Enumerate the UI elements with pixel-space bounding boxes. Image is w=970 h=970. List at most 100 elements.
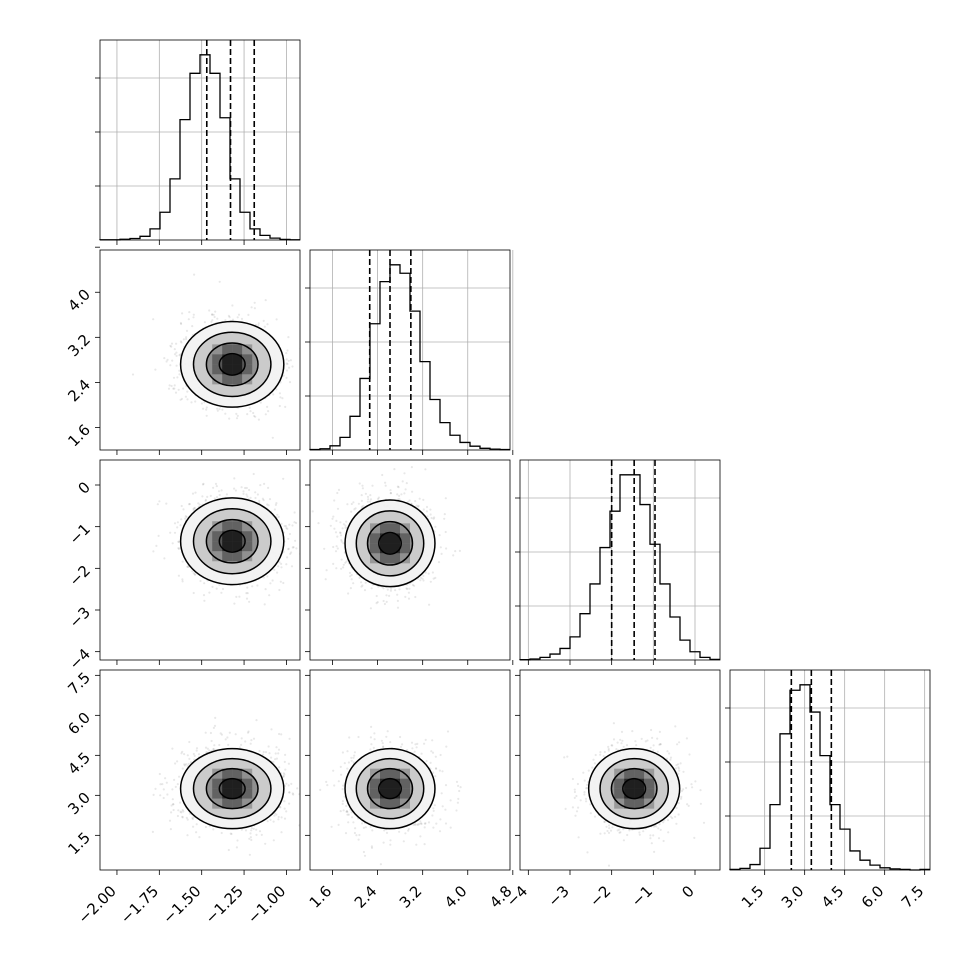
scatter-point <box>240 737 243 740</box>
scatter-point <box>194 491 197 494</box>
scatter-point <box>305 392 307 394</box>
scatter-point <box>431 571 434 574</box>
scatter-point <box>254 491 257 494</box>
scatter-point <box>285 358 288 361</box>
density-cell <box>222 374 233 385</box>
scatter-point <box>249 410 252 413</box>
scatter-point <box>163 557 166 560</box>
scatter-point <box>221 408 224 411</box>
scatter-point <box>278 732 281 736</box>
scatter-point <box>262 499 265 502</box>
scatter-point <box>369 500 372 503</box>
scatter-panel-1-2 <box>305 459 514 665</box>
scatter-point <box>389 489 392 492</box>
scatter-point <box>181 815 184 818</box>
scatter-point <box>249 496 252 499</box>
scatter-point <box>214 310 217 313</box>
scatter-point <box>178 354 181 357</box>
scatter-point <box>235 417 239 420</box>
scatter-point <box>286 349 289 352</box>
scatter-point <box>398 588 401 591</box>
histogram-panel-2 <box>515 459 721 665</box>
scatter-point <box>336 547 339 550</box>
scatter-point <box>211 585 214 589</box>
scatter-point <box>294 539 297 542</box>
scatter-point <box>179 524 182 527</box>
contour-line <box>378 531 402 555</box>
scatter-point <box>197 753 201 756</box>
scatter-point <box>159 794 162 797</box>
scatter-point <box>279 580 282 583</box>
scatter-point <box>397 486 400 489</box>
contour-line <box>205 342 259 387</box>
density-cell <box>242 541 253 552</box>
scatter-point <box>252 827 255 830</box>
scatter-point <box>257 418 260 421</box>
scatter-point <box>254 415 257 418</box>
scatter-point <box>405 482 408 485</box>
scatter-point <box>258 830 262 833</box>
scatter-point <box>305 360 307 362</box>
scatter-point <box>366 495 370 498</box>
scatter-point <box>250 829 253 832</box>
scatter-point <box>285 362 288 365</box>
scatter-point <box>169 344 172 347</box>
scatter-point <box>266 323 269 326</box>
scatter-point <box>360 494 363 497</box>
scatter-point <box>280 566 283 569</box>
scatter-point <box>282 772 285 775</box>
scatter-point <box>417 504 420 507</box>
scatter-point <box>152 318 155 321</box>
panel-content <box>131 273 307 439</box>
scatter-point <box>267 410 270 413</box>
scatter-point <box>340 538 343 542</box>
density-cell <box>390 523 400 534</box>
scatter-point <box>288 523 291 526</box>
scatter-point <box>422 579 425 582</box>
scatter-point <box>360 581 363 584</box>
scatter-point <box>250 306 253 309</box>
scatter-point <box>425 510 428 513</box>
scatter-point <box>439 546 442 549</box>
scatter-point <box>206 495 209 498</box>
scatter-point <box>302 538 304 540</box>
scatter-point <box>339 534 343 537</box>
scatter-point <box>407 500 410 503</box>
scatter-point <box>375 602 378 605</box>
scatter-point <box>177 574 180 577</box>
scatter-point <box>285 369 289 372</box>
scatter-point <box>381 473 384 477</box>
scatter-point <box>303 359 305 361</box>
contour-line <box>218 529 246 553</box>
scatter-point <box>245 486 248 490</box>
scatter-point <box>236 839 239 842</box>
scatter-point <box>282 775 285 778</box>
scatter-point <box>238 746 241 749</box>
scatter-point <box>183 763 186 766</box>
scatter-point <box>224 412 227 415</box>
scatter-point <box>275 318 278 321</box>
scatter-point <box>204 825 207 829</box>
density-cell <box>212 531 223 542</box>
scatter-point <box>302 565 304 567</box>
scatter-point <box>404 595 407 599</box>
scatter-point <box>171 359 174 362</box>
scatter-point <box>400 493 403 496</box>
scatter-point <box>205 406 208 409</box>
scatter-point <box>228 417 231 420</box>
density-cell <box>400 543 410 554</box>
density-cell <box>242 344 253 355</box>
scatter-point <box>272 839 275 842</box>
scatter-point <box>176 526 179 529</box>
density-cell <box>400 523 410 534</box>
scatter-point <box>444 497 447 500</box>
scatter-point <box>206 747 209 750</box>
scatter-point <box>212 313 215 316</box>
scatter-point <box>285 563 288 566</box>
histogram-panel-1 <box>305 249 514 455</box>
scatter-point <box>210 313 214 316</box>
scatter-point <box>167 387 171 390</box>
scatter-point <box>252 737 256 740</box>
scatter-point <box>247 313 250 316</box>
